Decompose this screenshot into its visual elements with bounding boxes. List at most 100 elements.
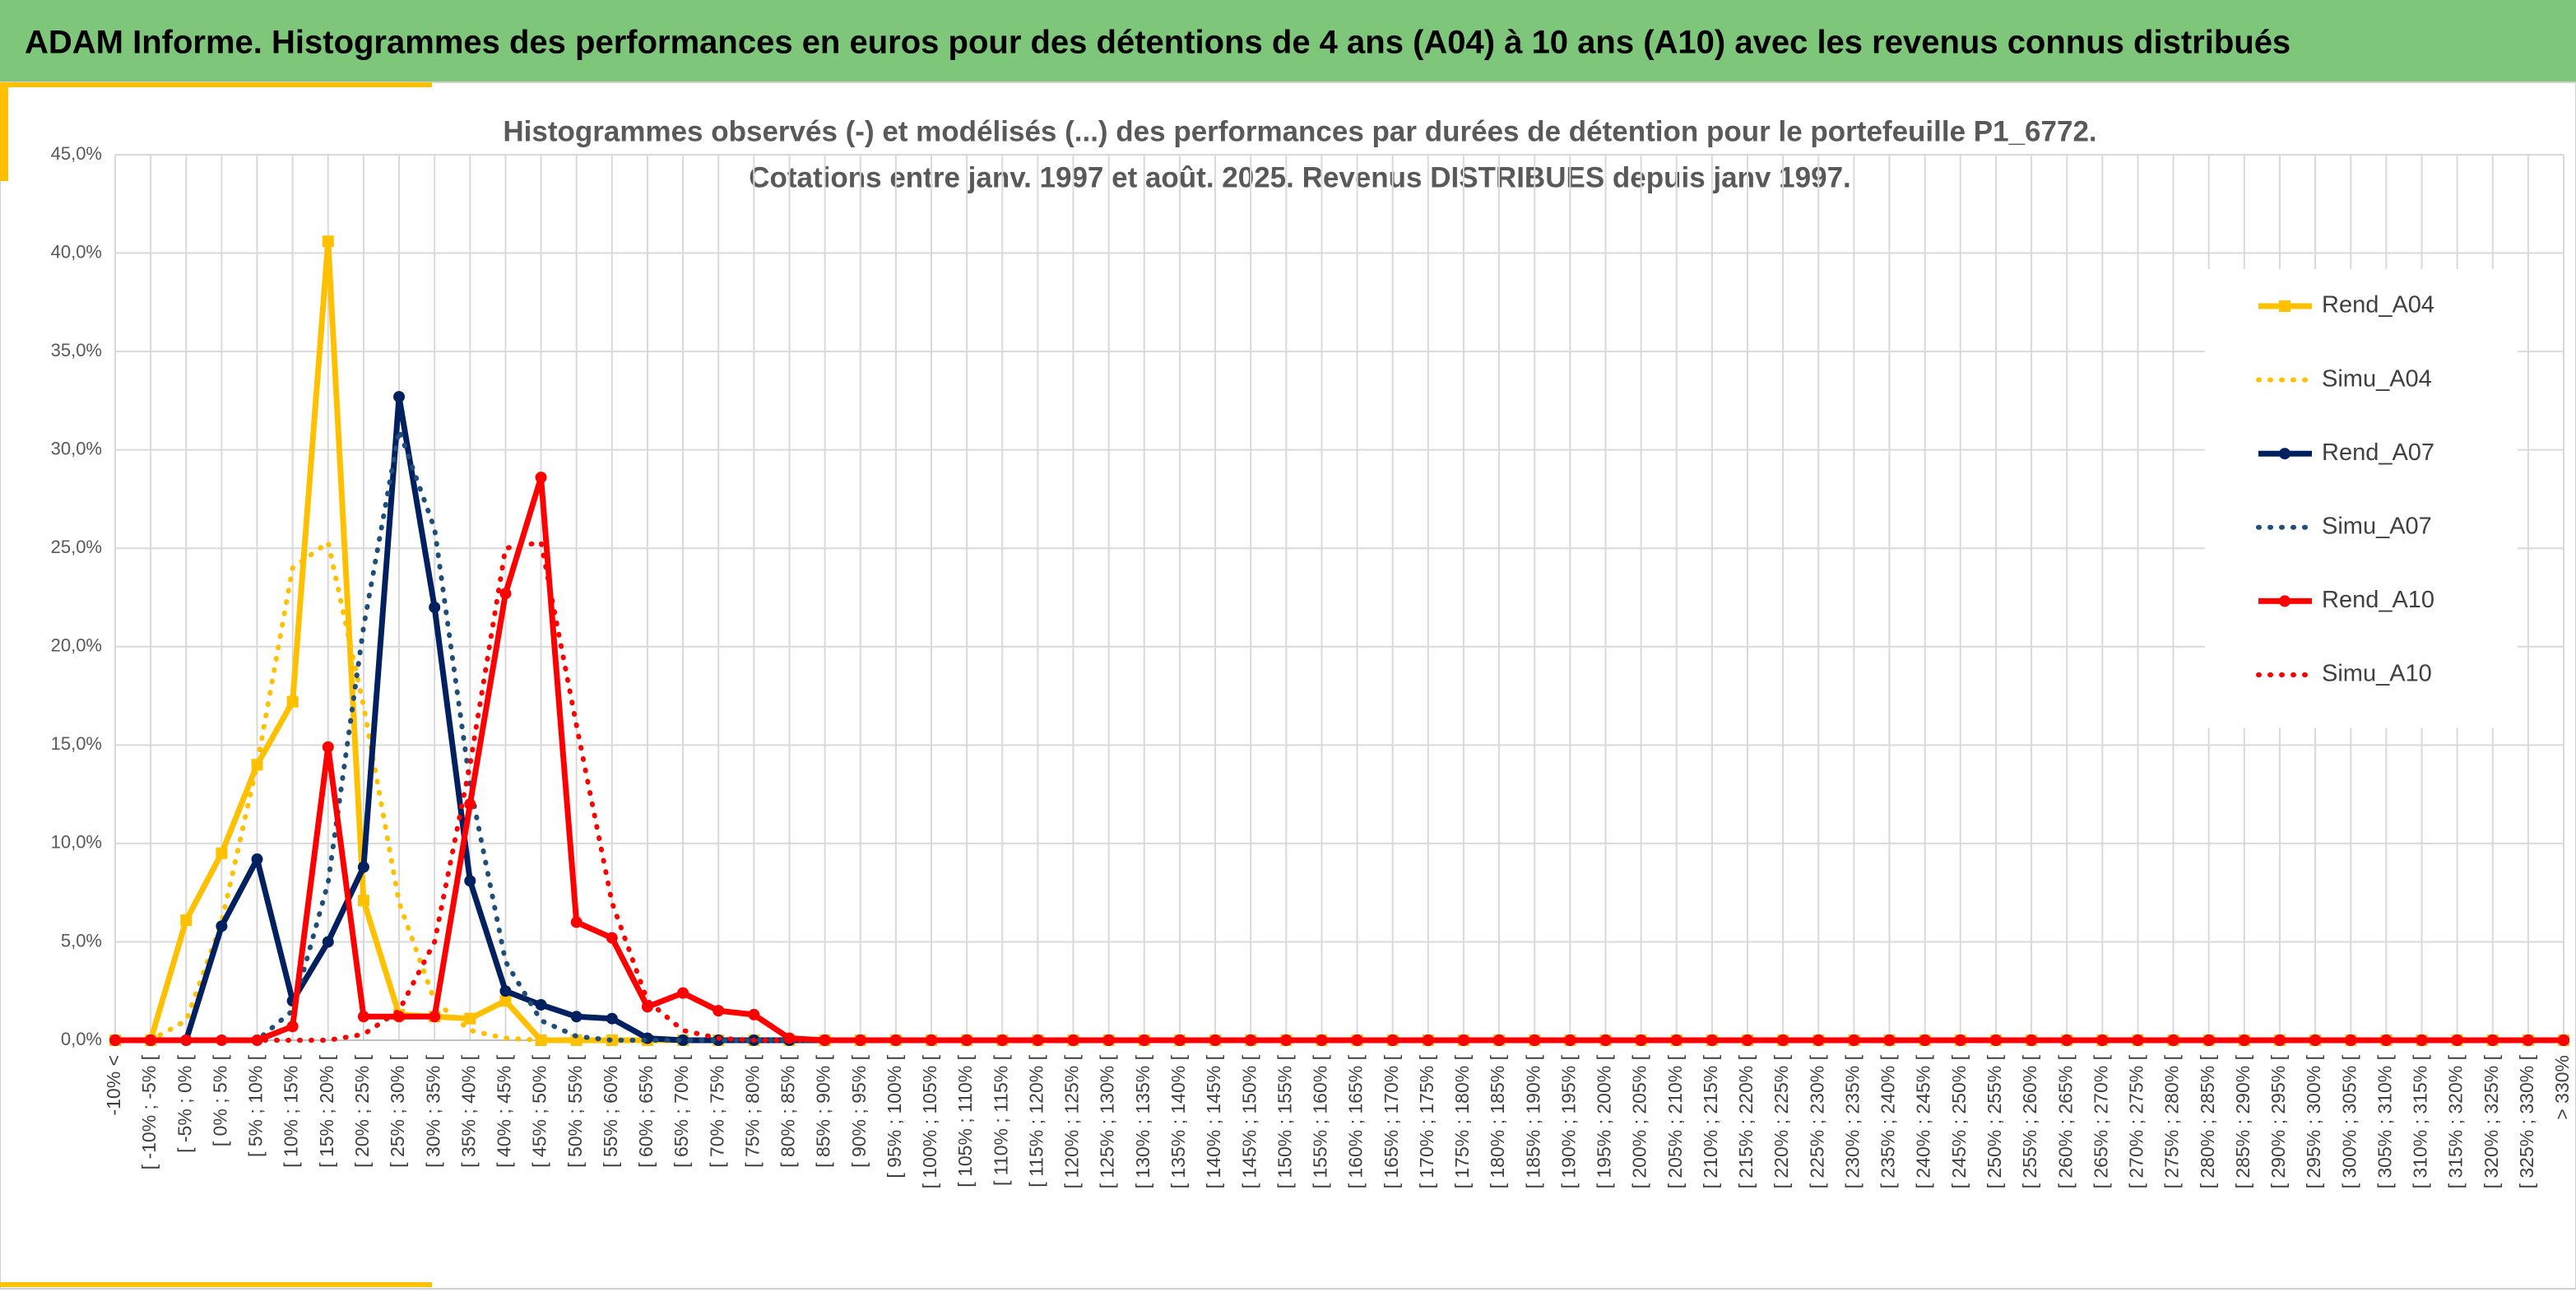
y-tick-label: 15,0% [51, 733, 102, 754]
x-tick-label: [ 240% ; 245% [ [1913, 1054, 1934, 1188]
x-tick-label: [ 205% ; 210% [ [1664, 1054, 1686, 1188]
x-tick-label: [ 0% ; 5% [ [209, 1054, 230, 1146]
x-tick-label: [ 280% ; 285% [ [2197, 1054, 2218, 1188]
x-tick-label: [ 60% ; 65% [ [635, 1054, 657, 1167]
x-tick-label: [ 315% ; 320% [ [2445, 1054, 2467, 1188]
marker [1493, 1034, 1506, 1046]
marker [1812, 1034, 1825, 1046]
marker [464, 1012, 476, 1025]
y-tick-label: 0,0% [61, 1029, 102, 1049]
y-tick-label: 35,0% [51, 340, 102, 360]
header-title: ADAM Informe. Histogrammes des performan… [25, 25, 2291, 61]
marker [961, 1034, 973, 1046]
marker [996, 1034, 1009, 1046]
x-tick-label: [ 245% ; 250% [ [1948, 1054, 1970, 1188]
legend-box [2205, 269, 2518, 728]
marker [499, 985, 512, 997]
legend-label: Simu_A07 [2322, 513, 2432, 539]
x-tick-label: [ 235% ; 240% [ [1877, 1054, 1899, 1188]
marker [2238, 1034, 2250, 1046]
legend-label: Rend_A10 [2322, 587, 2434, 613]
x-tick-label: [ 115% ; 120% [ [1025, 1054, 1047, 1187]
marker [1422, 1034, 1434, 1046]
marker [251, 1034, 263, 1046]
x-tick-label: [ 25% ; 30% [ [387, 1054, 408, 1167]
x-tick-label: [ 45% ; 50% [ [529, 1054, 550, 1167]
y-tick-label: 5,0% [61, 930, 102, 951]
chart-title: Cotations entre janv. 1997 et août. 2025… [749, 161, 1851, 193]
x-tick-label: [ 285% ; 290% [ [2232, 1054, 2253, 1188]
marker [1457, 1034, 1469, 1046]
x-tick-label: [ 145% ; 150% [ [1238, 1054, 1260, 1188]
x-tick-label: [ 75% ; 80% [ [741, 1054, 763, 1167]
chart-frame [0, 81, 2576, 1290]
marker [393, 391, 406, 403]
marker [464, 798, 476, 811]
marker [889, 1034, 902, 1046]
marker [357, 861, 369, 873]
marker [1883, 1034, 1896, 1046]
marker [499, 995, 512, 1007]
x-tick-label: [ 200% ; 205% [ [1629, 1054, 1650, 1188]
x-tick-label: [ 265% ; 270% [ [2090, 1054, 2111, 1188]
x-tick-label: [ 290% ; 295% [ [2267, 1054, 2289, 1188]
marker [322, 936, 334, 948]
header-band [0, 0, 2576, 82]
x-tick-label: [ 270% ; 275% [ [2126, 1054, 2147, 1188]
legend-label: Rend_A04 [2322, 292, 2434, 318]
y-tick-label: 10,0% [51, 832, 102, 853]
x-tick-label: [ -5% ; 0% [ [174, 1054, 195, 1152]
legend-label: Rend_A07 [2322, 439, 2434, 466]
x-tick-label: [ 180% ; 185% [ [1487, 1054, 1508, 1188]
legend-marker [2279, 595, 2291, 607]
marker [180, 914, 193, 927]
x-tick-label: [ 120% ; 125% [ [1061, 1054, 1083, 1188]
x-tick-label: [ 140% ; 145% [ [1203, 1054, 1224, 1188]
marker [854, 1034, 866, 1046]
x-tick-label: [ 250% ; 255% [ [1984, 1054, 2005, 1188]
marker [216, 847, 228, 859]
x-tick-label: [ 130% ; 135% [ [1132, 1054, 1153, 1188]
x-tick-label: [ 125% ; 130% [ [1097, 1054, 1118, 1188]
series-line [113, 540, 2566, 1043]
x-tick-label: [ 325% ; 330% [ [2516, 1054, 2537, 1188]
x-tick-label: [ 190% ; 195% [ [1557, 1054, 1579, 1188]
marker [322, 741, 334, 753]
x-tick-label: [ 65% ; 70% [ [671, 1054, 692, 1167]
x-tick-label: [ 230% ; 235% [ [1841, 1054, 1863, 1188]
marker [286, 1020, 299, 1033]
x-tick-label: [ 185% ; 190% [ [1522, 1054, 1543, 1188]
marker [748, 1008, 760, 1020]
marker [1351, 1034, 1363, 1046]
x-tick-label: [ 305% ; 310% [ [2374, 1054, 2395, 1188]
marker [251, 853, 263, 866]
legend-marker [2279, 300, 2291, 312]
marker [357, 895, 369, 907]
x-tick-label: [ 300% ; 305% [ [2338, 1054, 2360, 1188]
x-tick-label: > 330% [2551, 1055, 2573, 1120]
legend-label: Simu_A04 [2322, 365, 2432, 392]
marker [570, 916, 583, 928]
marker [535, 472, 547, 484]
legend-marker [2279, 448, 2291, 460]
x-tick-label: [ 210% ; 215% [ [1700, 1054, 1721, 1188]
x-tick-label: [ 225% ; 230% [ [1806, 1054, 1827, 1188]
marker [606, 932, 618, 944]
x-tick-label: [ 135% ; 140% [ [1167, 1054, 1189, 1188]
marker [216, 920, 228, 932]
marker [1919, 1034, 1931, 1046]
y-tick-label: 25,0% [51, 537, 102, 557]
marker [1067, 1034, 1079, 1046]
marker [1032, 1034, 1044, 1046]
marker [322, 235, 334, 248]
x-tick-label: [ 155% ; 160% [ [1310, 1054, 1331, 1188]
x-tick-label: [ 85% ; 90% [ [813, 1054, 834, 1167]
x-tick-label: [ 165% ; 170% [ [1381, 1054, 1402, 1188]
x-tick-label: [ 40% ; 45% [ [494, 1054, 515, 1167]
x-tick-label: [ 220% ; 225% [ [1771, 1054, 1792, 1188]
accent-bottom [0, 1282, 432, 1287]
x-tick-label: [ 20% ; 25% [ [351, 1054, 373, 1167]
marker [570, 1011, 583, 1023]
plot: 0,0% 5,0% 10,0% 15,0% 20,0% 25,0% 30,0% 35,0% 40… [51, 143, 2573, 1189]
